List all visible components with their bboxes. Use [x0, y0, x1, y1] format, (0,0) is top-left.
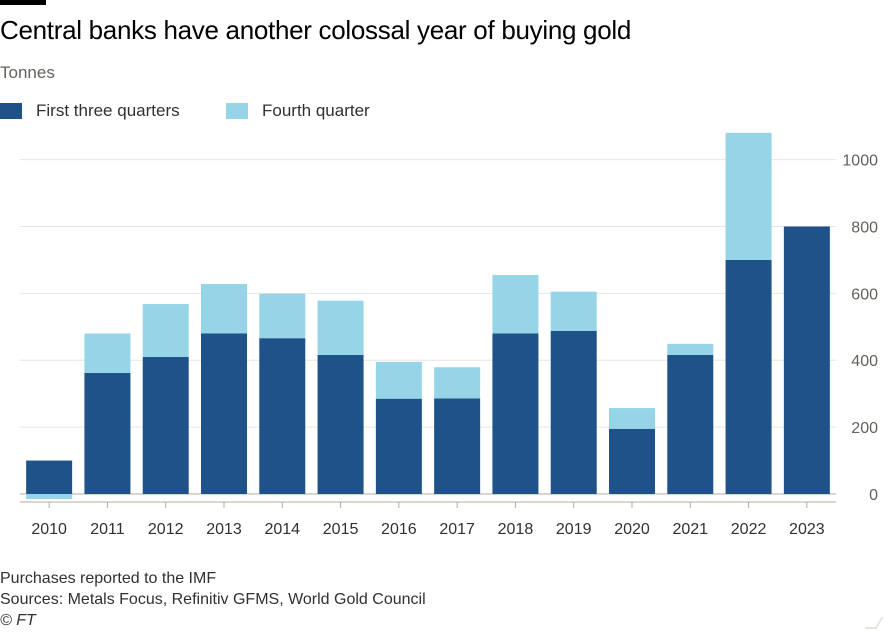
x-tick-label: 2019 — [556, 521, 592, 538]
x-tick-label: 2015 — [323, 521, 359, 538]
footer-credit: © FT — [0, 612, 36, 629]
x-tick-label: 2017 — [439, 521, 475, 538]
y-tick-label: 1000 — [842, 153, 878, 170]
bar-fourth-quarter — [142, 304, 189, 357]
ft-top-bar — [0, 0, 46, 5]
x-tick-label: 2022 — [731, 521, 767, 538]
bar-fourth-quarter — [375, 361, 422, 399]
bar-fourth-quarter — [492, 274, 539, 334]
bar-first-three-quarters — [492, 333, 539, 494]
y-tick-label: 800 — [851, 219, 878, 236]
bar-fourth-quarter — [259, 293, 306, 339]
x-tick-label: 2016 — [381, 521, 417, 538]
chart-subtitle: Tonnes — [0, 63, 55, 82]
footer-sources: Sources: Metals Focus, Refinitiv GFMS, W… — [0, 591, 426, 608]
bar-fourth-quarter — [26, 494, 73, 500]
bar-first-three-quarters — [259, 338, 306, 494]
x-tick-label: 2021 — [672, 521, 708, 538]
bar-first-three-quarters — [434, 398, 481, 494]
y-tick-label: 600 — [851, 286, 878, 303]
x-tick-label: 2014 — [264, 521, 300, 538]
bar-first-three-quarters — [26, 460, 73, 494]
legend-swatch-fourth-quarter — [226, 103, 248, 119]
bar-first-three-quarters — [550, 330, 597, 494]
stacked-bar-chart: 0 200 400 600 800 1000 2010 2011 2012 2013 2014 201… — [20, 132, 878, 538]
x-tick-label: 2018 — [498, 521, 534, 538]
bar-first-three-quarters — [783, 226, 830, 494]
bar-fourth-quarter — [550, 291, 597, 331]
bar-first-three-quarters — [725, 259, 772, 494]
x-tick-label: 2020 — [614, 521, 650, 538]
bar-first-three-quarters — [317, 354, 364, 494]
bar-first-three-quarters — [609, 428, 655, 494]
chart-title: Central banks have another colossal year… — [0, 15, 632, 45]
bar-fourth-quarter — [317, 300, 364, 355]
bar-fourth-quarter — [434, 367, 481, 399]
x-tick-label: 2023 — [789, 521, 825, 538]
footer-note: Purchases reported to the IMF — [0, 570, 217, 587]
bar-first-three-quarters — [201, 333, 247, 494]
bar-first-three-quarters — [375, 398, 422, 494]
y-tick-label: 400 — [851, 353, 878, 370]
bar-first-three-quarters — [667, 354, 714, 494]
bar-fourth-quarter — [609, 408, 655, 429]
bar-fourth-quarter — [667, 343, 714, 355]
bar-first-three-quarters — [84, 372, 131, 494]
legend-label: First three quarters — [36, 101, 180, 120]
x-tick-label: 2011 — [90, 521, 125, 538]
bar-fourth-quarter — [725, 132, 772, 260]
x-tick-label: 2013 — [206, 521, 242, 538]
legend-label: Fourth quarter — [262, 101, 370, 120]
x-tick-label: 2010 — [31, 521, 67, 538]
bar-fourth-quarter — [201, 283, 247, 334]
bar-fourth-quarter — [84, 333, 131, 373]
legend-swatch-first-three-quarters — [0, 103, 22, 119]
y-tick-label: 200 — [851, 420, 878, 437]
y-tick-label: 0 — [869, 487, 878, 504]
x-tick-label: 2012 — [148, 521, 184, 538]
corner-mark — [864, 617, 884, 629]
bar-first-three-quarters — [142, 356, 189, 494]
